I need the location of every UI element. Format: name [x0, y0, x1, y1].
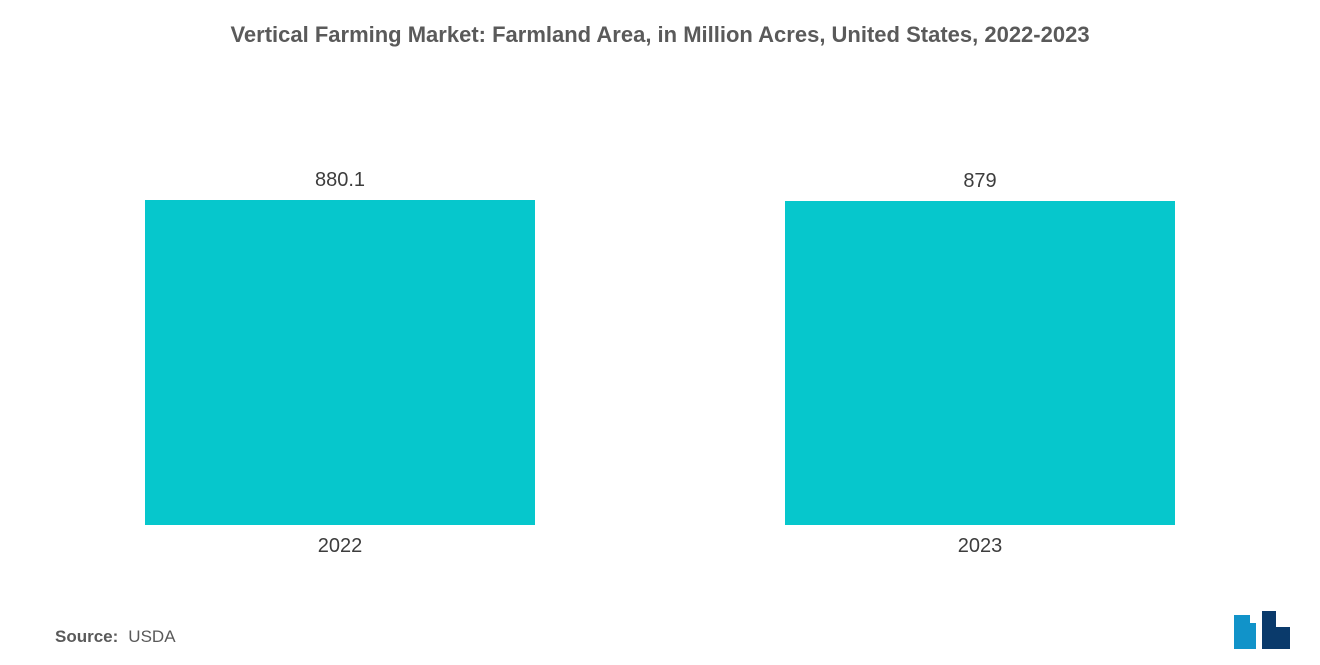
bar-group: 880.12022 [145, 200, 535, 525]
bar-value-label: 879 [785, 170, 1175, 193]
brand-logo [1232, 609, 1292, 651]
chart-plot-area: 880.12022 8792023 [130, 195, 1190, 525]
chart-title: Vertical Farming Market: Farmland Area, … [0, 22, 1320, 48]
category-label: 2022 [145, 535, 535, 558]
bar [145, 200, 535, 525]
bar-group: 8792023 [785, 201, 1175, 525]
source-text: USDA [128, 627, 175, 647]
logo-bar-right-icon [1262, 611, 1290, 649]
bar-value-label: 880.1 [145, 169, 535, 192]
logo-bar-left-icon [1234, 615, 1256, 649]
category-label: 2023 [785, 535, 1175, 558]
bar [785, 201, 1175, 525]
source-attribution: Source: USDA [55, 627, 176, 647]
chart-container: Vertical Farming Market: Farmland Area, … [0, 0, 1320, 665]
source-label: Source: [55, 627, 118, 647]
